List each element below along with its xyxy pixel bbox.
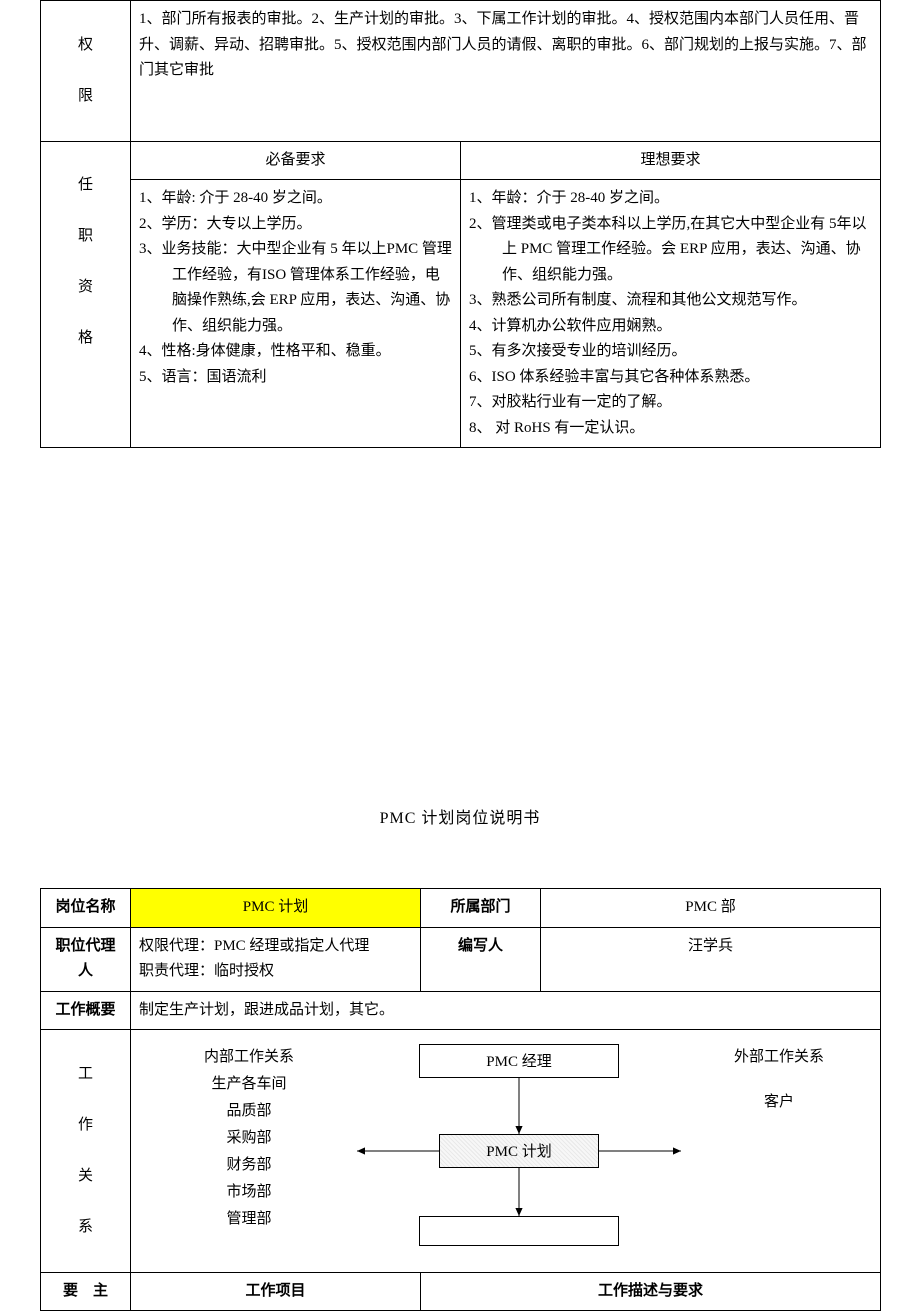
required-header: 必备要求	[131, 141, 461, 180]
relation-side-column: 内部工作关系生产各车间品质部采购部财务部市场部管理部	[169, 1044, 329, 1233]
side-item: 品质部	[169, 1098, 329, 1125]
list-item: 1、年龄：介于 28-40 岁之间。	[469, 186, 872, 212]
position-name-label: 岗位名称	[41, 889, 131, 928]
authority-label: 权 限	[41, 1, 131, 142]
footer-left-label: 要 主	[41, 1272, 131, 1311]
authority-content: 1、部门所有报表的审批。2、生产计划的审批。3、下属工作计划的审批。4、授权范围…	[131, 1, 881, 142]
list-item: 1、年龄: 介于 28-40 岁之间。	[139, 186, 452, 212]
job-spec-table: 岗位名称 PMC 计划 所属部门 PMC 部 职位代理人 权限代理：PMC 经理…	[40, 888, 881, 1311]
side-title: 内部工作关系	[169, 1044, 329, 1071]
text-line: 权限代理：PMC 经理或指定人代理	[139, 934, 412, 960]
relation-row: 工 作 关 系 内部工作关系生产各车间品质部采购部财务部市场部管理部 外部工作关系…	[41, 1030, 881, 1273]
job-row-1: 岗位名称 PMC 计划 所属部门 PMC 部	[41, 889, 881, 928]
qualification-header-row: 任 职 资 格 必备要求 理想要求	[41, 141, 881, 180]
qualification-label: 任 职 资 格	[41, 141, 131, 448]
relation-diagram: 内部工作关系生产各车间品质部采购部财务部市场部管理部 外部工作关系客户 PMC 经理…	[139, 1036, 872, 1256]
org-node: PMC 计划	[439, 1134, 599, 1168]
deputy-label: 职位代理人	[41, 927, 131, 991]
side-item: 市场部	[169, 1179, 329, 1206]
authority-row: 权 限 1、部门所有报表的审批。2、生产计划的审批。3、下属工作计划的审批。4、…	[41, 1, 881, 142]
section-gap: PMC 计划岗位说明书	[0, 448, 920, 888]
ideal-header: 理想要求	[461, 141, 881, 180]
section2-title: PMC 计划岗位说明书	[0, 804, 920, 828]
department-label: 所属部门	[421, 889, 541, 928]
author-value: 汪学兵	[541, 927, 881, 991]
summary-value: 制定生产计划，跟进成品计划，其它。	[131, 991, 881, 1030]
list-item: 3、熟悉公司所有制度、流程和其他公文规范写作。	[469, 288, 872, 314]
text-line: 职责代理：临时授权	[139, 959, 412, 985]
list-item: 4、性格:身体健康，性格平和、稳重。	[139, 339, 452, 365]
relation-side-column: 外部工作关系客户	[699, 1044, 859, 1116]
list-item: 6、ISO 体系经验丰富与其它各种体系熟悉。	[469, 365, 872, 391]
list-item: 2、学历：大专以上学历。	[139, 212, 452, 238]
org-node	[419, 1216, 619, 1246]
footer-mid-label: 工作项目	[131, 1272, 421, 1311]
department-value: PMC 部	[541, 889, 881, 928]
side-item: 财务部	[169, 1152, 329, 1179]
list-item: 5、语言：国语流利	[139, 365, 452, 391]
required-list: 1、年龄: 介于 28-40 岁之间。2、学历：大专以上学历。3、业务技能：大中…	[131, 180, 461, 448]
deputy-value: 权限代理：PMC 经理或指定人代理职责代理：临时授权	[131, 927, 421, 991]
relation-label: 工 作 关 系	[41, 1030, 131, 1273]
org-node: PMC 经理	[419, 1044, 619, 1078]
list-item: 5、有多次接受专业的培训经历。	[469, 339, 872, 365]
footer-header-row: 要 主 工作项目 工作描述与要求	[41, 1272, 881, 1311]
list-item: 2、管理类或电子类本科以上学历,在其它大中型企业有 5年以上 PMC 管理工作经…	[469, 212, 872, 289]
qualification-body-row: 1、年龄: 介于 28-40 岁之间。2、学历：大专以上学历。3、业务技能：大中…	[41, 180, 881, 448]
author-label: 编写人	[421, 927, 541, 991]
summary-label: 工作概要	[41, 991, 131, 1030]
side-item: 采购部	[169, 1125, 329, 1152]
side-title: 外部工作关系	[699, 1044, 859, 1071]
list-item: 7、对胶粘行业有一定的了解。	[469, 390, 872, 416]
list-item: 8、 对 RoHS 有一定认识。	[469, 416, 872, 442]
qualifications-table: 权 限 1、部门所有报表的审批。2、生产计划的审批。3、下属工作计划的审批。4、…	[40, 0, 881, 448]
relation-diagram-cell: 内部工作关系生产各车间品质部采购部财务部市场部管理部 外部工作关系客户 PMC 经理…	[131, 1030, 881, 1273]
list-item: 3、业务技能：大中型企业有 5 年以上PMC 管理工作经验，有ISO 管理体系工…	[139, 237, 452, 339]
side-item: 管理部	[169, 1206, 329, 1233]
side-item: 生产各车间	[169, 1071, 329, 1098]
job-summary-row: 工作概要 制定生产计划，跟进成品计划，其它。	[41, 991, 881, 1030]
footer-right-label: 工作描述与要求	[421, 1272, 881, 1311]
list-item: 4、计算机办公软件应用娴熟。	[469, 314, 872, 340]
ideal-list: 1、年龄：介于 28-40 岁之间。2、管理类或电子类本科以上学历,在其它大中型…	[461, 180, 881, 448]
side-item: 客户	[699, 1089, 859, 1116]
job-row-2: 职位代理人 权限代理：PMC 经理或指定人代理职责代理：临时授权 编写人 汪学兵	[41, 927, 881, 991]
position-name-value: PMC 计划	[131, 889, 421, 928]
